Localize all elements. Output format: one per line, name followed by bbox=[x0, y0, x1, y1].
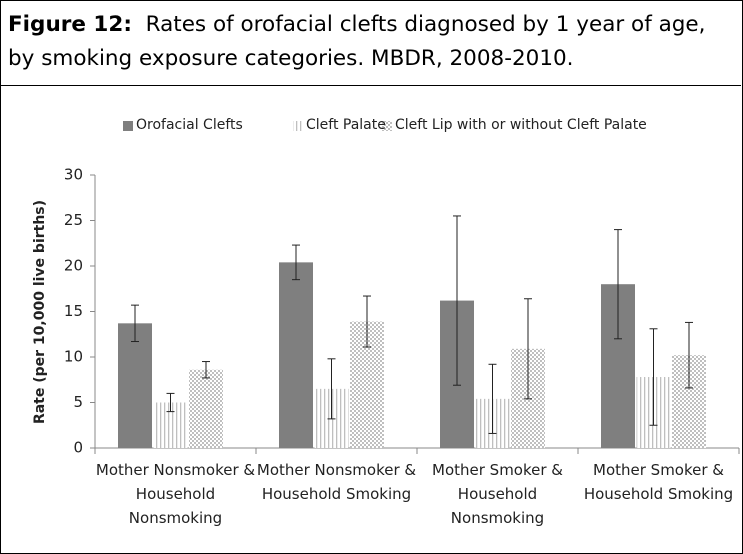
error-bar bbox=[614, 229, 622, 340]
y-tick-label: 20 bbox=[64, 257, 83, 275]
y-tick-label: 5 bbox=[73, 393, 83, 411]
y-tick-label: 10 bbox=[64, 348, 83, 366]
error-bar bbox=[131, 304, 139, 343]
title-box: Figure 12: Rates of orofacial clefts dia… bbox=[0, 0, 741, 86]
bar bbox=[279, 262, 313, 448]
y-tick-label: 25 bbox=[64, 211, 83, 229]
error-bar bbox=[363, 295, 371, 348]
error-bar bbox=[292, 244, 300, 281]
y-tick-label: 30 bbox=[64, 166, 83, 184]
error-bar bbox=[649, 328, 658, 426]
bar bbox=[189, 369, 223, 448]
y-tick-label: 15 bbox=[64, 302, 83, 320]
x-tick-label: Mother Smoker & Household Nonsmoking bbox=[432, 461, 563, 527]
error-bar bbox=[327, 358, 336, 420]
error-bar bbox=[524, 298, 532, 400]
error-bar bbox=[166, 392, 175, 413]
legend-swatch bbox=[382, 121, 392, 131]
legend-label: Orofacial Clefts bbox=[136, 117, 243, 133]
error-bar bbox=[453, 215, 461, 386]
legend-label: Cleft Lip with or without Cleft Palate bbox=[395, 117, 647, 133]
x-tick-label: Mother Nonsmoker & Household Smoking bbox=[256, 461, 417, 503]
bar bbox=[118, 323, 152, 448]
y-tick-label: 0 bbox=[73, 439, 83, 457]
legend-label: Cleft Palate bbox=[306, 117, 386, 133]
chart-title: Rates of orofacial clefts diagnosed by 1… bbox=[8, 12, 706, 71]
y-axis-label: Rate (per 10,000 live births) bbox=[32, 200, 48, 424]
error-bar bbox=[202, 361, 210, 379]
x-tick-label: Mother Smoker & Household Smoking bbox=[583, 461, 734, 503]
legend-swatch bbox=[293, 121, 303, 131]
legend-swatch bbox=[123, 121, 133, 131]
title-label: Figure 12: bbox=[8, 12, 132, 37]
error-bar bbox=[488, 363, 497, 434]
x-tick-label: Mother Nonsmoker & Household Nonsmoking bbox=[95, 461, 256, 527]
error-bar bbox=[685, 321, 693, 389]
